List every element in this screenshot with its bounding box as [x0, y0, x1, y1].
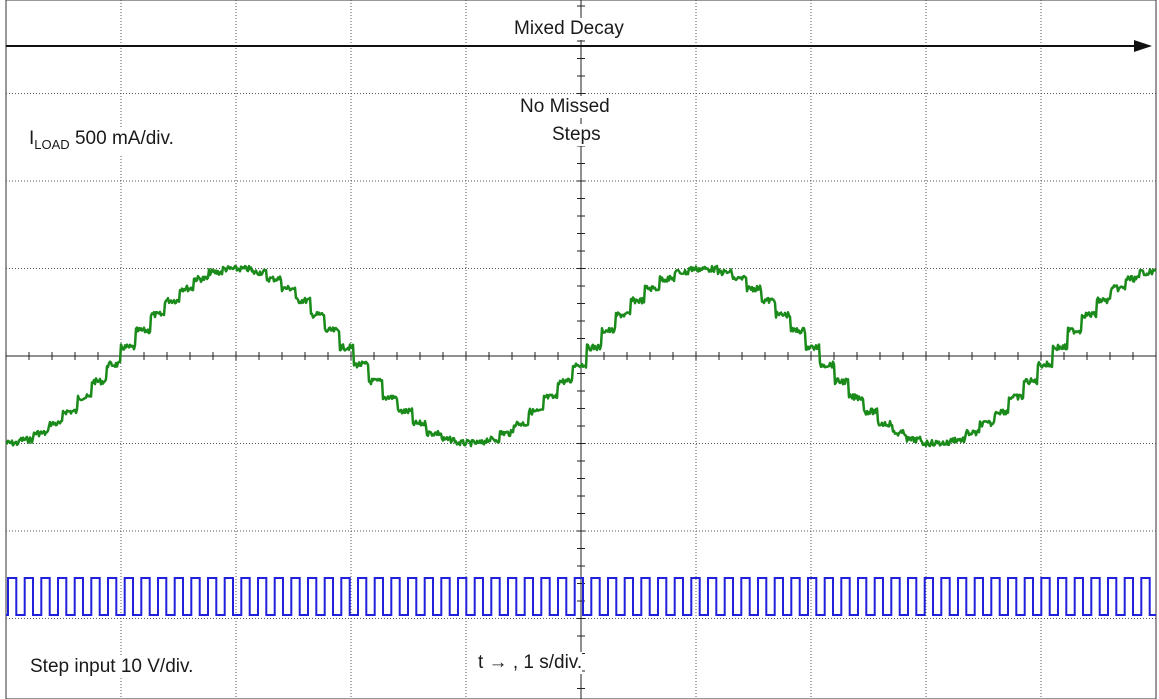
channel1-subscript: LOAD: [34, 137, 70, 152]
load-current-trace: [5, 264, 1157, 448]
channel1-name: I: [29, 128, 35, 149]
step-input-trace: [6, 577, 1156, 616]
load-current-stepped-sine: [5, 264, 1157, 448]
title-arrow-head: [1134, 40, 1152, 52]
title-arrow: [6, 40, 1152, 52]
annotation-line2: Steps: [552, 124, 601, 146]
chart-title: Mixed Decay: [514, 18, 624, 40]
channel1-scale: 500 mA/div.: [69, 128, 174, 149]
timebase-label: t → , 1 s/div.: [478, 652, 583, 674]
channel1-label: ILOAD 500 mA/div.: [29, 128, 174, 156]
step-input-square-wave: [6, 577, 1156, 616]
annotation-line1: No Missed: [520, 96, 610, 118]
channel2-label: Step input 10 V/div.: [30, 656, 194, 678]
